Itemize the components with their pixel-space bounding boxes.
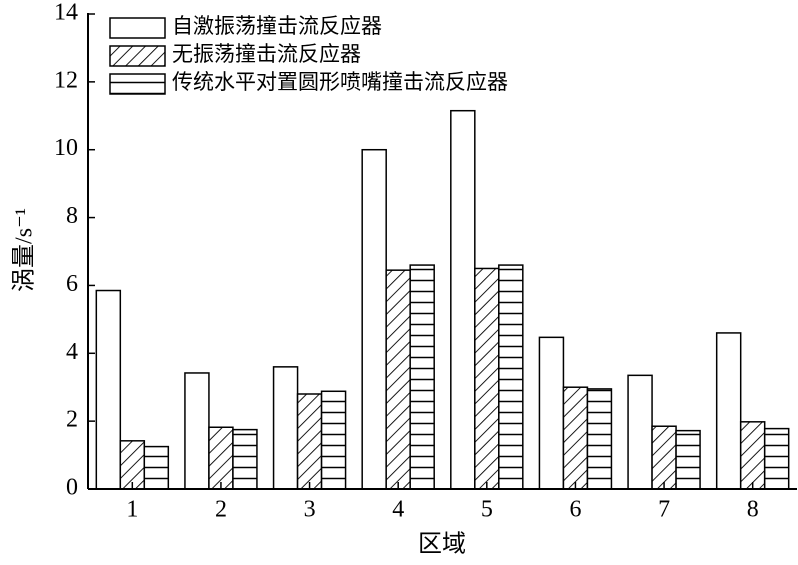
bar	[715, 332, 742, 490]
x-tick-label: 1	[126, 497, 138, 523]
legend-label: 无振荡撞击流反应器	[172, 42, 361, 66]
legend-swatch	[109, 17, 166, 39]
legend-label: 传统水平对置圆形喷嘴撞击流反应器	[172, 70, 508, 94]
x-tick-label: 8	[747, 497, 759, 523]
y-tick-label: 0	[66, 475, 78, 501]
x-tick-label: 7	[658, 497, 670, 523]
bar	[627, 374, 653, 490]
bar	[450, 109, 476, 490]
x-axis-label: 区域	[418, 531, 466, 558]
bar	[184, 372, 210, 490]
x-tick-label: 5	[481, 497, 493, 523]
bar	[119, 440, 146, 490]
bar	[498, 264, 524, 490]
legend-swatch	[109, 73, 166, 95]
y-tick-label: 2	[66, 407, 78, 433]
bar	[296, 393, 323, 490]
legend-label: 自激振荡撞击流反应器	[172, 14, 382, 38]
bar	[651, 425, 677, 490]
bar	[538, 336, 565, 490]
y-tick-label: 14	[54, 0, 78, 26]
x-tick-label: 2	[215, 497, 227, 523]
x-tick-label: 6	[569, 497, 581, 523]
bar	[385, 269, 411, 490]
x-tick-label: 3	[304, 497, 316, 523]
bar	[474, 267, 500, 490]
y-tick-label: 8	[66, 203, 78, 229]
bar	[361, 148, 387, 490]
bar	[272, 366, 299, 490]
bar	[232, 428, 258, 490]
bar	[586, 388, 613, 490]
y-tick-label: 10	[54, 135, 78, 161]
bar	[739, 421, 766, 490]
y-tick-label: 4	[66, 339, 78, 365]
y-axis-label: 涡量/s⁻¹	[11, 208, 38, 292]
bar	[320, 390, 347, 490]
bar	[95, 289, 122, 490]
bar	[143, 445, 170, 490]
bar	[763, 427, 790, 490]
bar	[562, 386, 589, 490]
bar	[675, 429, 701, 490]
bar	[409, 264, 435, 490]
legend-swatch	[109, 45, 166, 67]
x-tick-label: 4	[392, 497, 404, 523]
y-tick-label: 12	[54, 67, 78, 93]
bar	[208, 426, 234, 490]
y-tick-label: 6	[66, 271, 78, 297]
